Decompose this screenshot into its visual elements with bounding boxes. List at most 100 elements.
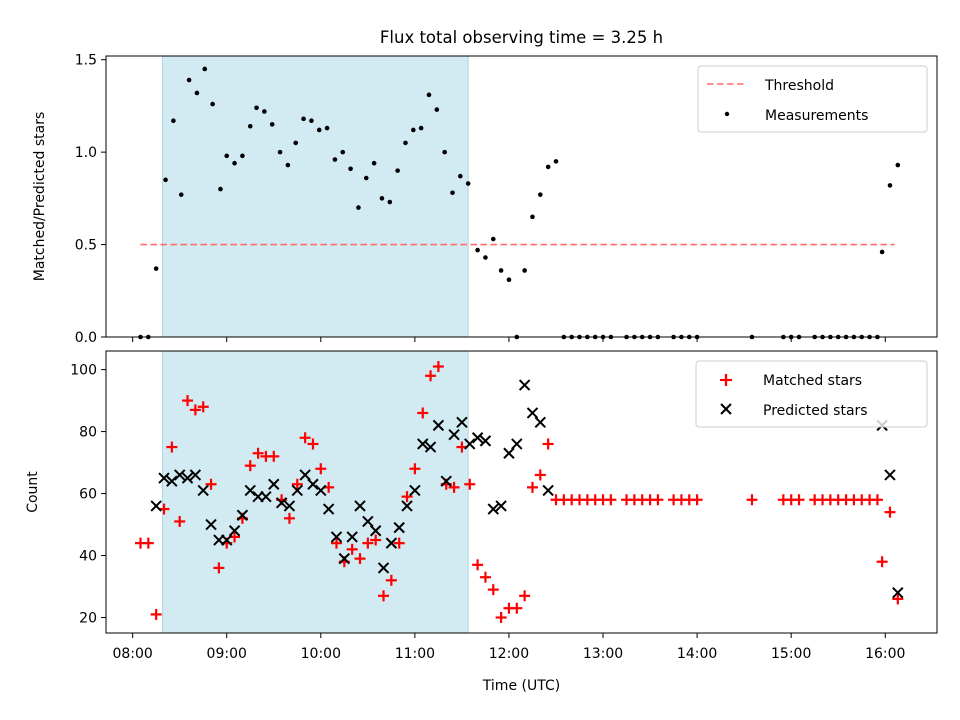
y-tick-label: 60: [79, 487, 97, 503]
measurement-point: [194, 90, 200, 96]
y-tick-label: 0.5: [75, 238, 97, 254]
matched-star-point: [511, 602, 523, 614]
predicted-star-point: [526, 407, 539, 419]
bottom-panel-frame: [105, 350, 938, 634]
top-legend: Threshold Measurements: [697, 65, 928, 133]
legend-matched-swatch: [720, 374, 732, 386]
measurement-point: [348, 166, 353, 172]
measurement-point: [254, 105, 259, 111]
matched-star-point: [605, 494, 617, 506]
predicted-star-point: [322, 503, 335, 515]
bottom-y-axis: 20 40 60 80 100: [70, 363, 106, 627]
legend-matched-label: Matched stars: [763, 373, 862, 389]
predicted-star-point: [448, 428, 460, 441]
matched-star-point: [268, 450, 280, 462]
legend-measurements-swatch: [724, 111, 730, 117]
matched-star-point: [793, 494, 805, 506]
matched-star-point: [534, 469, 546, 481]
y-tick-label: 1.0: [75, 145, 97, 161]
matched-star-point: [519, 590, 531, 602]
matched-star-point: [354, 553, 366, 565]
measurement-point: [324, 125, 330, 131]
matched-star-point: [370, 534, 382, 546]
measurement-point: [309, 118, 314, 124]
predicted-star-point: [228, 525, 241, 537]
measurement-point: [483, 255, 488, 260]
matched-star-point: [174, 515, 186, 527]
matched-star-point: [876, 556, 888, 568]
predicted-star-point: [440, 475, 452, 487]
measurement-point: [887, 183, 893, 188]
matched-star-point: [166, 441, 178, 453]
x-tick-label: 16:00: [865, 646, 905, 662]
predicted-star-point: [291, 484, 303, 497]
measurement-point: [202, 66, 208, 72]
predicted-star-point: [464, 438, 476, 450]
matched-star-point: [479, 571, 491, 583]
matched-star-point: [299, 432, 311, 444]
measurement-point: [340, 149, 346, 155]
predicted-star-point: [283, 500, 296, 512]
measurement-point: [210, 101, 215, 107]
predicted-star-point: [221, 534, 233, 546]
matched-star-point: [432, 360, 444, 372]
matched-star-point: [142, 537, 154, 549]
measurement-point: [356, 205, 361, 210]
measurement-point: [301, 116, 306, 122]
measurement-point: [418, 125, 424, 131]
matched-star-point: [205, 478, 217, 490]
predicted-star-point: [166, 475, 178, 487]
measurement-point: [475, 247, 480, 253]
predicted-star-point: [542, 484, 554, 497]
predicted-star-point: [338, 552, 351, 565]
legend-predicted-label: Predicted stars: [763, 403, 868, 419]
predicted-star-point: [409, 484, 421, 497]
matched-star-point: [393, 537, 405, 549]
predicted-star-point: [495, 500, 507, 512]
predicted-star-point: [236, 509, 249, 521]
y-tick-label: 100: [70, 363, 97, 379]
top-y-axis: 0.0 0.5 1.0 1.5: [75, 53, 106, 346]
predicted-star-point: [377, 562, 390, 574]
measurement-point: [224, 153, 230, 159]
matched-star-point: [283, 512, 295, 524]
measurement-point: [538, 192, 543, 197]
predicted-star-point: [181, 472, 194, 484]
legend-measurements-label: Measurements: [765, 108, 868, 124]
matched-star-point: [252, 447, 264, 459]
predicted-star-point: [158, 472, 170, 484]
x-tick-label: 10:00: [301, 646, 341, 662]
predicted-star-point: [189, 469, 202, 481]
matched-star-point: [542, 438, 554, 450]
top-legend-box: [697, 65, 928, 133]
predicted-star-point: [471, 432, 484, 444]
matched-star-point: [487, 584, 499, 596]
measurement-point: [293, 140, 299, 146]
measurement-point: [262, 109, 267, 114]
matched-star-point: [315, 463, 327, 475]
measurement-point: [277, 149, 283, 155]
x-tick-label: 11:00: [395, 646, 435, 662]
measurement-point: [490, 236, 496, 242]
predicted-star-point: [260, 490, 272, 503]
predicted-star-point: [393, 521, 405, 534]
matched-star-point: [150, 608, 162, 620]
measurement-point: [285, 162, 291, 168]
predicted-star-point: [511, 438, 523, 450]
predicted-star-point: [479, 435, 492, 447]
top-panel-frame: [105, 55, 938, 338]
measurement-point: [395, 168, 400, 173]
matched-star-point: [417, 407, 429, 419]
x-tick-label: 14:00: [677, 646, 717, 662]
predicted-star-point: [456, 416, 468, 428]
y-tick-label: 80: [79, 425, 97, 441]
measurement-point: [434, 107, 440, 112]
predicted-star-point: [534, 416, 547, 428]
matched-stars-points: [134, 360, 904, 624]
predicted-star-point: [518, 379, 531, 391]
matched-star-point: [892, 593, 904, 605]
measurement-point: [379, 196, 385, 201]
x-tick-label: 13:00: [583, 646, 623, 662]
matched-star-point: [307, 438, 319, 450]
measurement-point: [530, 214, 535, 220]
